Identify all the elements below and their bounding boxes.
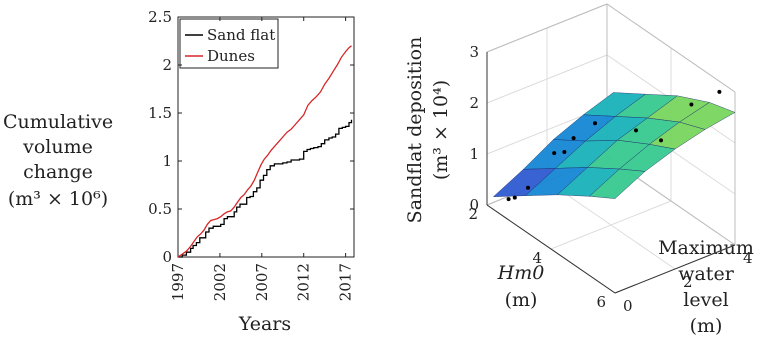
x-tick-label: 2017: [337, 263, 355, 301]
y-axis-label-line-1: Maximum: [658, 237, 754, 259]
y-tick-label: 0.5: [148, 200, 172, 218]
box-edge: [606, 3, 736, 93]
y-axis-label-line-1: Cumulative: [3, 111, 113, 133]
x-tick-label: 4: [532, 249, 542, 267]
series-line-sand-flat: [178, 119, 353, 258]
x-axis-label-unit: (m): [505, 289, 538, 311]
grid-line: [546, 180, 676, 270]
surface-patch: [588, 168, 646, 199]
y-tick-label: 2: [162, 56, 172, 74]
data-point: [717, 89, 722, 94]
left-y-axis-label: Cumulative volume change (m³ × 10⁶): [3, 111, 113, 210]
z-tick-label: 2: [469, 94, 479, 112]
data-point: [512, 195, 517, 200]
y-axis-label: Maximum water level (m): [658, 237, 754, 337]
x-tick-label: 6: [596, 293, 606, 311]
x-axis-label: Hm0 (m): [497, 262, 545, 311]
scatter-points: [506, 89, 722, 202]
data-point: [689, 102, 694, 107]
cumulative-volume-chart: Cumulative volume change (m³ × 10⁶) Year…: [3, 8, 355, 335]
axis-line: [486, 204, 616, 294]
legend: Sand flat Dunes: [179, 18, 279, 69]
data-point: [552, 151, 557, 156]
data-point: [562, 150, 567, 155]
z-axis-label-text: Sandflat deposition: [404, 37, 426, 224]
data-point: [506, 197, 511, 202]
legend-label-dunes: Dunes: [207, 47, 255, 65]
y-tick-label: 1: [162, 152, 172, 170]
y-tick-label: 2.5: [148, 8, 172, 26]
z-axis-label-unit: (m³ × 10⁴): [430, 80, 452, 180]
y-tick-label: 4: [743, 249, 753, 267]
x-axis-label: Years: [238, 313, 291, 335]
z-tick-label: 0: [469, 196, 479, 214]
z-axis-label: Sandflat deposition (m³ × 10⁴): [404, 37, 452, 224]
grid-line: [486, 3, 736, 93]
y-axis-label-line-3: level: [683, 289, 728, 311]
y-axis-label-line-2: water: [678, 263, 734, 285]
y-tick-label: 0: [162, 248, 172, 266]
y-axis-label-line-2: volume: [22, 136, 93, 158]
data-point: [659, 138, 663, 143]
legend-label-sand-flat: Sand flat: [207, 26, 275, 44]
series-line-dunes: [177, 45, 352, 258]
data-point: [526, 185, 530, 190]
surface: [492, 92, 736, 199]
x-tick-label: 1997: [169, 263, 187, 301]
axis-line: [614, 244, 736, 294]
plot-area-frame: [177, 16, 355, 258]
y-tick-label: 2: [683, 273, 693, 291]
y-axis-label-unit: (m³ × 10⁶): [8, 188, 108, 210]
series-lines: [177, 45, 353, 258]
x-tick-label: 2012: [295, 263, 313, 301]
y-tick-label: 0: [623, 297, 633, 315]
x-ticks: 1997 2002 2007 2012 2017: [169, 17, 355, 301]
sandflat-deposition-3d-chart: Sandflat deposition (m³ × 10⁴) Hm0 (m) M…: [404, 3, 754, 337]
data-point: [593, 121, 597, 126]
data-point: [571, 136, 576, 141]
x-tick-label: 2002: [211, 263, 229, 301]
legend-box: [179, 18, 279, 69]
y-axis-label-line-4: (m): [690, 315, 723, 337]
x-axis-label-text: Hm0: [497, 262, 545, 284]
box-edge: [486, 3, 608, 53]
x-tick-label: 2007: [253, 263, 271, 301]
data-point: [634, 128, 638, 133]
z-tick-label: 3: [469, 43, 479, 61]
y-axis-label-line-3: change: [23, 161, 93, 183]
z-tick-label: 1: [469, 145, 479, 163]
x-tick-label: 2: [468, 205, 478, 223]
y-tick-label: 1.5: [148, 104, 172, 122]
